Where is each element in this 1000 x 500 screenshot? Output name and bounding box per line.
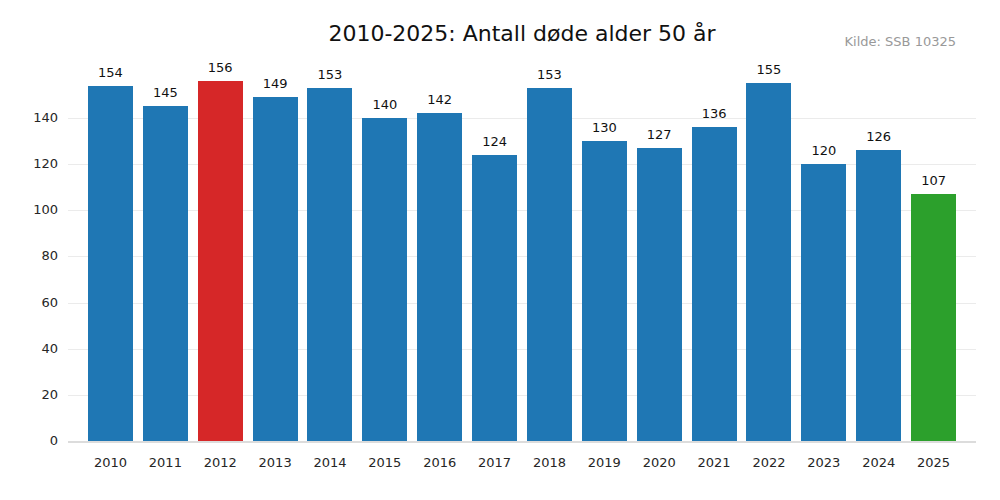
y-tick-label: 120 [33, 155, 58, 173]
bar-2017 [472, 155, 517, 441]
y-tick-label: 140 [33, 109, 58, 127]
x-tick-label: 2021 [686, 455, 742, 470]
y-tick-label: 0 [50, 432, 58, 450]
x-tick-label: 2024 [851, 455, 907, 470]
x-tick-label: 2012 [192, 455, 248, 470]
bar-2018 [527, 88, 572, 441]
bar-chart-figure: 2010-2025: Antall døde alder 50 år Kilde… [0, 0, 1000, 500]
x-tick-label: 2018 [521, 455, 577, 470]
x-tick-label: 2010 [83, 455, 139, 470]
bar-2020 [637, 148, 682, 441]
bar-2011 [143, 106, 188, 441]
bar-value-label: 153 [302, 67, 358, 82]
x-tick-label: 2011 [137, 455, 193, 470]
bar-value-label: 127 [631, 127, 687, 142]
bar-2021 [692, 127, 737, 441]
y-tick-label: 40 [41, 340, 58, 358]
bar-value-label: 149 [247, 76, 303, 91]
x-tick-label: 2023 [796, 455, 852, 470]
bar-2019 [582, 141, 627, 441]
x-tick-label: 2025 [906, 455, 962, 470]
bar-value-label: 126 [851, 129, 907, 144]
x-tick-label: 2022 [741, 455, 797, 470]
bar-2015 [362, 118, 407, 441]
y-tick-label: 80 [41, 247, 58, 265]
bar-2016 [417, 113, 462, 441]
bar-2023 [801, 164, 846, 441]
bar-value-label: 130 [576, 120, 632, 135]
x-tick-label: 2014 [302, 455, 358, 470]
bar-value-label: 107 [906, 173, 962, 188]
bar-value-label: 140 [357, 97, 413, 112]
y-tick-label: 60 [41, 294, 58, 312]
bar-value-label: 156 [192, 60, 248, 75]
bar-value-label: 136 [686, 106, 742, 121]
bar-value-label: 142 [412, 92, 468, 107]
bar-2025 [911, 194, 956, 441]
y-tick-label: 20 [41, 386, 58, 404]
x-tick-label: 2017 [467, 455, 523, 470]
bar-2022 [746, 83, 791, 441]
bar-value-label: 154 [83, 65, 139, 80]
bar-2010 [88, 86, 133, 441]
bar-value-label: 155 [741, 62, 797, 77]
bar-2024 [856, 150, 901, 441]
y-tick-label: 100 [33, 201, 58, 219]
bar-value-label: 153 [521, 67, 577, 82]
bar-value-label: 124 [467, 134, 523, 149]
x-tick-label: 2015 [357, 455, 413, 470]
x-tick-label: 2016 [412, 455, 468, 470]
source-label: Kilde: SSB 10325 [845, 34, 956, 49]
x-tick-label: 2020 [631, 455, 687, 470]
bar-value-label: 120 [796, 143, 852, 158]
bar-value-label: 145 [137, 85, 193, 100]
bar-2013 [253, 97, 298, 441]
bar-2012 [198, 81, 243, 441]
x-tick-label: 2013 [247, 455, 303, 470]
x-axis-baseline [68, 441, 976, 443]
x-tick-label: 2019 [576, 455, 632, 470]
bar-2014 [307, 88, 352, 441]
